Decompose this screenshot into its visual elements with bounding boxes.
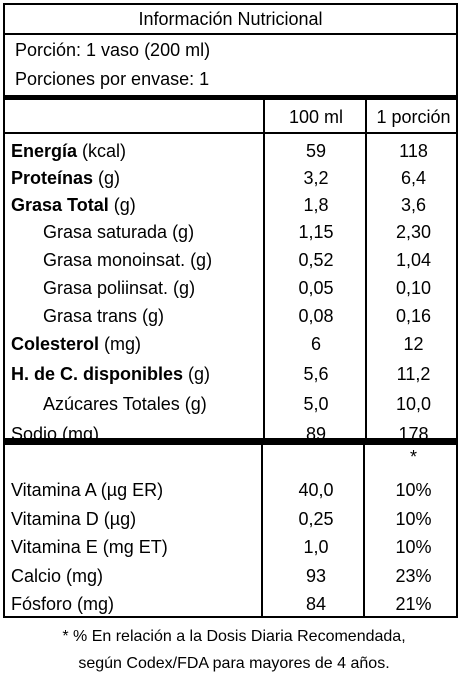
vitamin-name: Vitamina A (µg ER): [11, 480, 164, 500]
column-divider: [365, 100, 367, 440]
nutrient-name-text: Grasa poliinsat. (g): [43, 278, 196, 298]
value-portion: 10%: [395, 480, 432, 500]
nutrient-name-bold: H. de C. disponibles: [11, 364, 184, 384]
nutrient-name-bold: Colesterol: [11, 334, 100, 354]
nutrient-name: Sodio (mg): [11, 423, 99, 445]
value-100ml: 89: [305, 424, 327, 444]
value-portion: 3,6: [400, 195, 427, 215]
nutrient-name-text: Grasa saturada (g): [43, 222, 195, 242]
footnote-line-1: * % En relación a la Dosis Diaria Recome…: [62, 628, 406, 645]
value-100ml: 0,52: [298, 250, 334, 270]
section-divider: [5, 442, 456, 445]
column-divider: [263, 100, 265, 440]
value-100ml: 0,05: [298, 278, 334, 298]
value-100ml: 59: [305, 141, 327, 161]
nutrient-name: Grasa poliinsat. (g): [43, 277, 195, 299]
value-portion: 178: [398, 424, 429, 444]
value-100ml: 1,8: [303, 195, 329, 215]
nutrient-name-bold: Energía: [11, 141, 78, 161]
value-portion: 10,0: [395, 394, 432, 414]
value-100ml: 93: [305, 566, 327, 586]
column-divider: [363, 440, 365, 616]
servings-per-container: Porciones por envase: 1: [15, 69, 210, 89]
value-portion: 1,04: [395, 250, 432, 270]
nutrient-name-bold: Proteínas: [11, 168, 94, 188]
value-portion: 2,30: [395, 222, 432, 242]
nutrient-name: Colesterol (mg): [11, 333, 141, 355]
nutrient-name: Azúcares Totales (g): [43, 393, 207, 415]
footnote-line-2: según Codex/FDA para mayores de 4 años.: [78, 655, 390, 672]
asterisk-marker: *: [409, 447, 417, 467]
value-100ml: 1,15: [298, 222, 334, 242]
value-portion: 11,2: [396, 364, 431, 384]
vitamins-section: * Vitamina A (µg ER) 40,0 10% Vitamina D (µg…: [3, 440, 458, 618]
thick-divider: [5, 95, 456, 100]
nutrient-name: Grasa monoinsat. (g): [43, 249, 212, 271]
column-header-portion: 1 porción: [376, 107, 451, 127]
serving-size: Porción: 1 vaso (200 ml): [15, 40, 211, 60]
column-divider: [261, 440, 263, 616]
column-header-100ml: 100 ml: [288, 107, 344, 127]
value-portion: 10%: [395, 509, 432, 529]
value-portion: 12: [403, 334, 424, 354]
value-portion: 21%: [395, 594, 432, 614]
value-100ml: 84: [305, 594, 327, 614]
value-100ml: 3,2: [303, 168, 329, 188]
nutrient-name-bold: Grasa Total: [11, 195, 109, 215]
nutrient-name-text: (g): [108, 195, 136, 215]
nutrient-name: Grasa trans (g): [43, 305, 164, 327]
section-divider: [5, 440, 456, 442]
value-portion: 10%: [395, 537, 432, 557]
nutrient-name: Energía (kcal): [11, 140, 126, 162]
value-100ml: 6: [310, 334, 321, 354]
nutrient-name: Grasa Total (g): [11, 194, 136, 216]
nutrient-name-text: Sodio (mg): [11, 424, 100, 444]
label-title: Información Nutricional: [5, 5, 456, 35]
value-portion: 0,16: [395, 306, 432, 326]
nutrient-name-text: (kcal): [77, 141, 127, 161]
nutrient-name: Proteínas (g): [11, 167, 120, 189]
value-portion: 0,10: [395, 278, 432, 298]
nutrient-name: Grasa saturada (g): [43, 221, 194, 243]
header-divider: [5, 132, 456, 134]
vitamin-name: Fósforo (mg): [11, 594, 115, 614]
nutrient-name-text: Grasa trans (g): [43, 306, 165, 326]
value-100ml: 5,0: [303, 394, 329, 414]
nutrient-name-text: Azúcares Totales (g): [43, 394, 207, 414]
value-100ml: 0,25: [298, 509, 334, 529]
nutrient-name-text: Grasa monoinsat. (g): [43, 250, 213, 270]
vitamin-name: Calcio (mg): [11, 566, 104, 586]
value-100ml: 40,0: [298, 480, 334, 500]
value-portion: 23%: [395, 566, 432, 586]
nutrient-name-text: (mg): [99, 334, 142, 354]
nutrient-name-text: (g): [183, 364, 211, 384]
vitamin-name: Vitamina E (mg ET): [11, 537, 168, 557]
value-portion: 6,4: [400, 168, 427, 188]
nutrient-name: H. de C. disponibles (g): [11, 363, 210, 385]
value-100ml: 0,08: [298, 306, 334, 326]
value-100ml: 1,0: [303, 537, 329, 557]
value-100ml: 5,6: [303, 364, 329, 384]
value-portion: 118: [399, 141, 428, 161]
nutrition-label: Información Nutricional Porción: 1 vaso …: [3, 3, 458, 444]
nutrient-name-text: (g): [93, 168, 121, 188]
vitamin-name: Vitamina D (µg): [11, 509, 137, 529]
